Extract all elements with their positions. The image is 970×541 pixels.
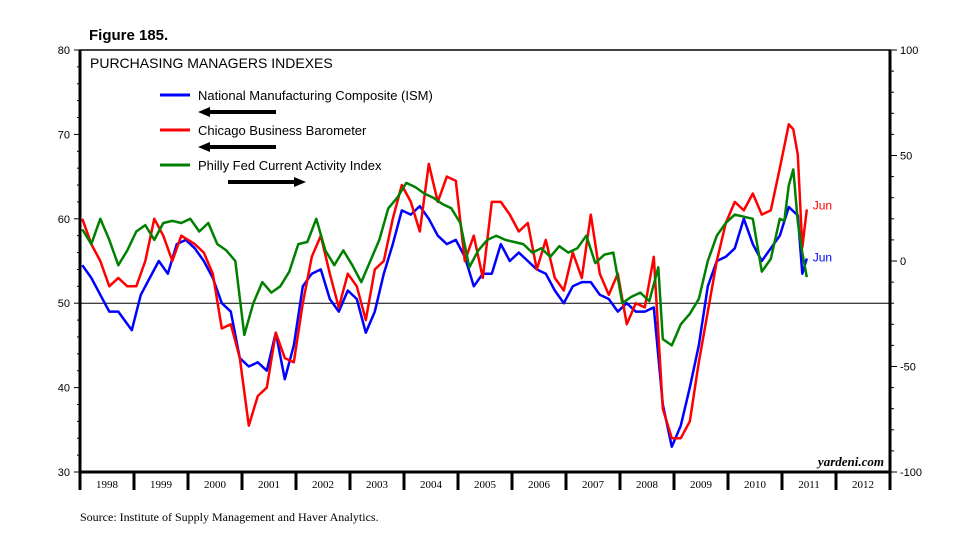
year-label: 2001: [258, 479, 280, 491]
year-label: 2010: [744, 479, 767, 491]
legend-label: National Manufacturing Composite (ISM): [198, 88, 433, 103]
year-label: 2005: [474, 479, 497, 491]
watermark: yardeni.com: [816, 454, 884, 469]
legend-label: Philly Fed Current Activity Index: [198, 158, 382, 173]
year-label: 2002: [312, 479, 334, 491]
year-label: 2009: [690, 479, 713, 491]
year-label: 2000: [204, 479, 227, 491]
left-tick-label: 80: [58, 45, 70, 57]
figure-label: Figure 185.: [89, 27, 169, 44]
right-arrow-icon: [228, 177, 306, 187]
left-tick-label: 60: [58, 214, 70, 226]
year-label: 1998: [96, 479, 119, 491]
left-arrow-icon: [198, 142, 276, 152]
legend-label: Chicago Business Barometer: [198, 123, 367, 138]
year-label: 2007: [582, 479, 605, 491]
left-tick-label: 30: [58, 467, 70, 479]
series-line-1: [81, 123, 809, 440]
left-tick-label: 50: [58, 298, 70, 310]
right-tick-label: 50: [900, 151, 912, 163]
right-tick-label: 0: [900, 256, 906, 268]
year-label: 2004: [420, 479, 443, 491]
year-label: 1999: [150, 479, 173, 491]
year-label: 2008: [636, 479, 659, 491]
year-label: 2011: [798, 479, 820, 491]
end-label-1: Jun: [813, 199, 832, 213]
source-note: Source: Institute of Supply Management a…: [80, 510, 379, 524]
series-line-0: [81, 204, 808, 448]
right-tick-label: -50: [900, 362, 916, 374]
left-arrow-icon: [198, 107, 276, 117]
right-tick-label: -100: [900, 467, 922, 479]
chart-title: PURCHASING MANAGERS INDEXES: [90, 55, 333, 71]
year-label: 2012: [852, 479, 874, 491]
series-line-2: [81, 168, 809, 347]
left-tick-label: 40: [58, 383, 70, 395]
year-label: 2006: [528, 479, 551, 491]
right-tick-label: 100: [900, 45, 918, 57]
year-label: 2003: [366, 479, 389, 491]
end-label-0: Jun: [813, 250, 832, 264]
left-tick-label: 70: [58, 129, 70, 141]
